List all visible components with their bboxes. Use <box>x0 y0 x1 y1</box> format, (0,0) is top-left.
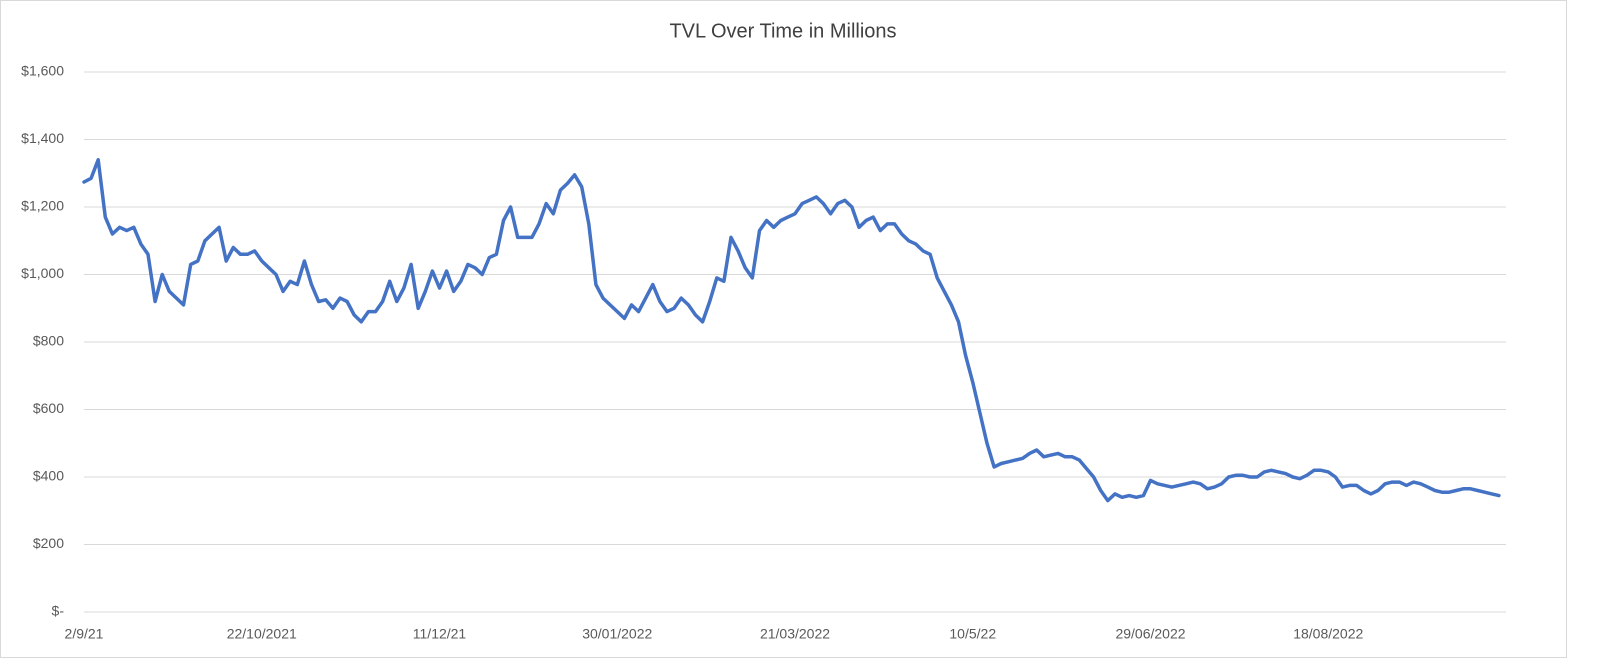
x-tick-label: 2/9/21 <box>65 626 104 642</box>
x-tick-label: 21/03/2022 <box>760 626 830 642</box>
y-tick-label: $1,000 <box>21 265 64 281</box>
x-tick-label: 22/10/2021 <box>227 626 297 642</box>
x-tick-label: 29/06/2022 <box>1115 626 1185 642</box>
y-tick-label: $1,200 <box>21 198 64 214</box>
y-tick-label: $200 <box>33 535 64 551</box>
x-tick-label: 10/5/22 <box>949 626 996 642</box>
y-tick-label: $- <box>52 603 65 619</box>
y-tick-label: $800 <box>33 333 64 349</box>
chart-title: TVL Over Time in Millions <box>669 20 896 42</box>
x-tick-label: 18/08/2022 <box>1293 626 1363 642</box>
x-tick-label: 30/01/2022 <box>582 626 652 642</box>
x-tick-label: 11/12/21 <box>413 626 467 642</box>
chart-frame <box>0 0 1567 658</box>
y-tick-label: $1,600 <box>21 63 64 79</box>
line-series <box>82 158 1501 503</box>
y-tick-label: $1,400 <box>21 130 64 146</box>
y-tick-label: $600 <box>33 400 64 416</box>
y-tick-label: $400 <box>33 468 64 484</box>
